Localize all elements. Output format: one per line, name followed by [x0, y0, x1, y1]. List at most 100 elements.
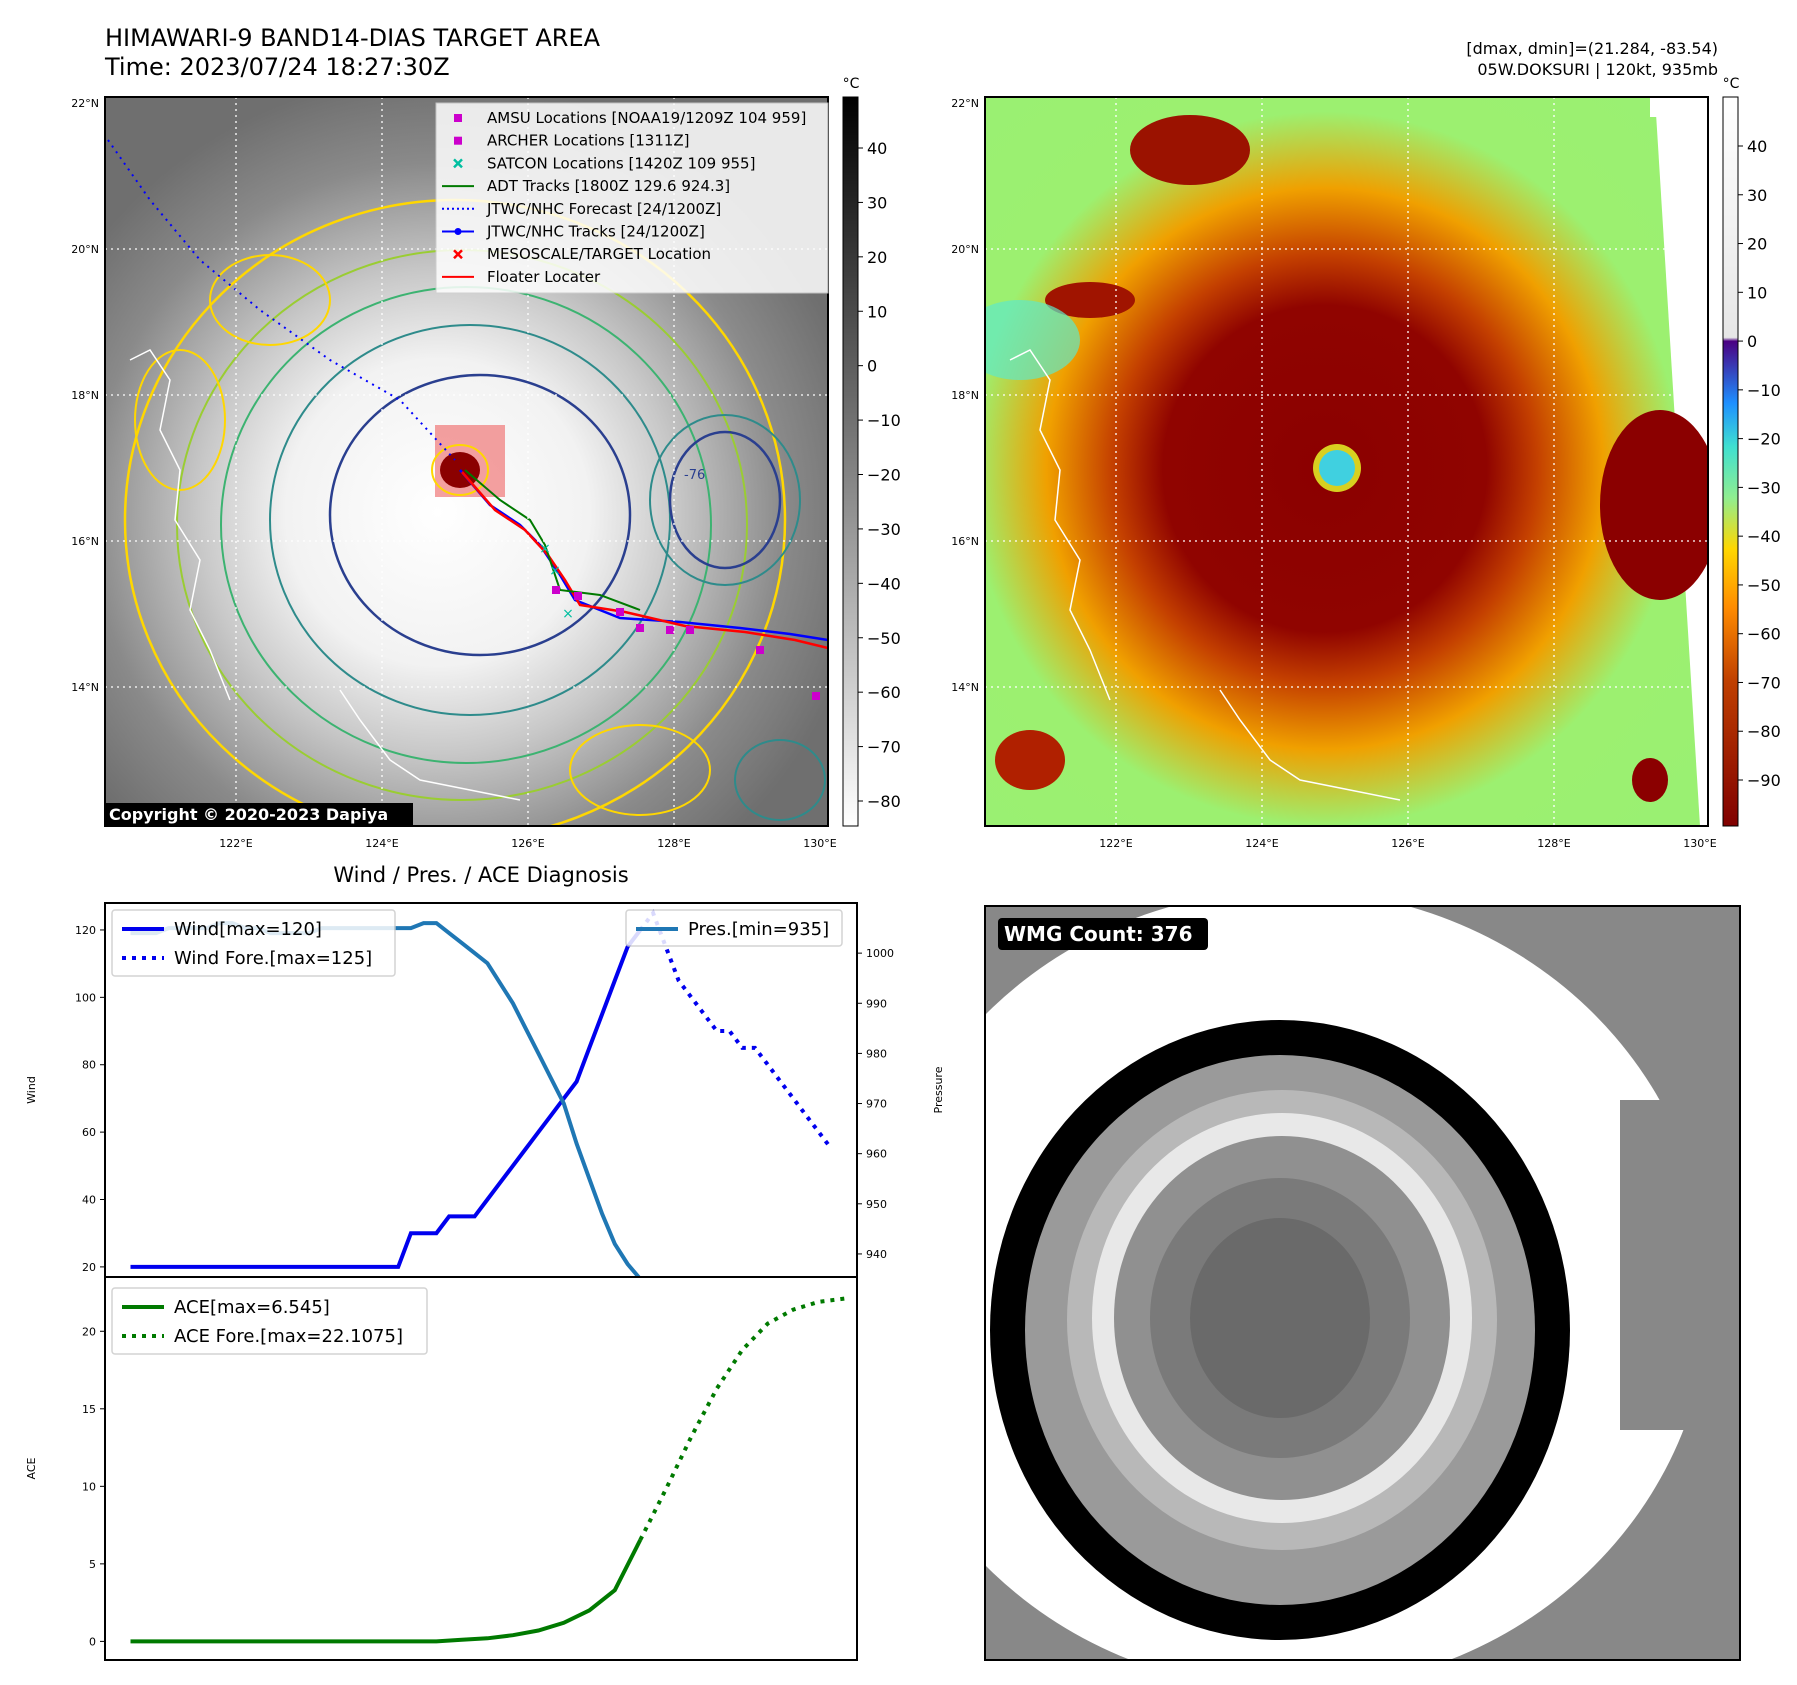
lat-tick-label: 22°N [951, 97, 979, 110]
y-right-tick-label: 960 [866, 1148, 887, 1161]
legend-entry: JTWC/NHC Tracks [24/1200Z] [486, 223, 705, 241]
storm-label: 05W.DOKSURI | 120kt, 935mb [1477, 60, 1718, 79]
lon-tick-label: 122°E [1099, 837, 1132, 850]
diagnosis-title: Wind / Pres. / ACE Diagnosis [333, 863, 628, 887]
color-frame [984, 96, 1709, 827]
lon-tick-label: 124°E [365, 837, 398, 850]
colorbar-tick-label: 0 [1747, 332, 1757, 351]
color-features [985, 97, 1708, 826]
chart-legend-entry: Pres.[min=935] [688, 919, 829, 940]
colorbar-tick-label: 10 [867, 302, 887, 321]
colorbar-tick-label: −90 [1747, 771, 1781, 790]
wmg-frame [984, 905, 1741, 1661]
colorbar-tick-label: 30 [867, 193, 887, 212]
ir-legend-box [435, 102, 829, 294]
legend-entry: Floater Locater [487, 268, 601, 286]
colorbar-tick-label: −50 [867, 629, 901, 648]
ir-markers: × × × [539, 541, 820, 700]
y-right-tick-label: 970 [866, 1098, 887, 1111]
amsu-marker [666, 626, 674, 634]
lon-tick-label: 126°E [1391, 837, 1424, 850]
colorbar-tick-label: 10 [1747, 283, 1767, 302]
copyright-box [105, 803, 413, 826]
lon-tick-label: 124°E [1245, 837, 1278, 850]
colorbar-tick-label: −70 [1747, 673, 1781, 692]
y-tick-label: 40 [82, 1194, 96, 1207]
legend-entry: AMSU Locations [NOAA19/1209Z 104 959] [487, 109, 806, 127]
dminmax-label: [dmax, dmin]=(21.284, -83.54) [1466, 39, 1718, 58]
color-colorbar-unit: °C [1723, 76, 1740, 92]
wind-pressure-chart: 20 40 60 80 100 120 940 950 960 970 980 990 1000 Wind… [25, 902, 945, 1281]
y-right-tick-label: 940 [866, 1248, 887, 1261]
y-right-tick-label: 990 [866, 997, 887, 1010]
lon-tick-label: 128°E [1537, 837, 1570, 850]
color-colorbar [1722, 96, 1739, 827]
color-lat-ticks: 22°N 20°N 18°N 16°N 14°N [951, 97, 979, 694]
satcon-marker: × [539, 541, 551, 557]
colorbar-tick-label: −30 [1747, 478, 1781, 497]
colorbar-tick-label: 20 [1747, 235, 1767, 254]
chart-legend-entry: ACE Fore.[max=22.1075] [174, 1326, 403, 1347]
chart-legend-box [111, 909, 396, 977]
amsu-marker [616, 608, 624, 616]
y-axis-label: Wind [25, 1076, 38, 1104]
chart-legend-entry: Wind[max=120] [174, 919, 322, 940]
y-tick-label: 20 [82, 1261, 96, 1274]
ir-lon-ticks: 122°E 124°E 126°E 128°E 130°E [219, 837, 836, 850]
chart-legend-box [111, 1287, 428, 1355]
lat-tick-label: 20°N [951, 243, 979, 256]
y-right-tick-label: 1000 [866, 947, 894, 960]
y-tick-label: 10 [82, 1480, 96, 1493]
colorbar-tick-label: −50 [1747, 576, 1781, 595]
ir-colorbar [842, 96, 859, 827]
colorbar-tick-label: 30 [1747, 186, 1767, 205]
lat-tick-label: 16°N [951, 535, 979, 548]
y-tick-label: 120 [75, 924, 96, 937]
colorbar-tick-label: 0 [867, 357, 877, 376]
wmg-count-box [998, 918, 1208, 950]
y-right-tick-label: 980 [866, 1047, 887, 1060]
amsu-marker [552, 586, 560, 594]
colorbar-tick-label: −70 [867, 738, 901, 757]
chart-legend-box [625, 909, 843, 947]
series-line [130, 1538, 643, 1644]
y-tick-label: 5 [89, 1558, 96, 1571]
colorbar-tick-label: −60 [1747, 625, 1781, 644]
lon-tick-label: 128°E [657, 837, 690, 850]
lon-tick-label: 130°E [803, 837, 836, 850]
lon-tick-label: 130°E [1683, 837, 1716, 850]
y-tick-label: 100 [75, 991, 96, 1004]
legend-entry: ARCHER Locations [1311Z] [487, 132, 690, 150]
color-colorbar-ticks: 40 30 20 10 0 −10 −20 −30 −40 −50 −60 −70 −80 −90 [1738, 137, 1781, 790]
ir-lat-ticks: 22°N 20°N 18°N 16°N 14°N [71, 97, 99, 694]
colorbar-tick-label: −30 [867, 520, 901, 539]
amsu-marker [686, 626, 694, 634]
wmg-panel: WMG Count: 376 [984, 905, 1741, 1661]
lat-tick-label: 14°N [71, 681, 99, 694]
colorbar-tick-label: 40 [1747, 137, 1767, 156]
satcon-marker: × [549, 563, 561, 579]
amsu-marker [756, 646, 764, 654]
colorbar-tick-label: −80 [867, 792, 901, 811]
color-gridlines [985, 97, 1708, 826]
ir-legend: AMSU Locations [NOAA19/1209Z 104 959] ARC… [442, 109, 806, 286]
y-tick-label: 15 [82, 1403, 96, 1416]
y-tick-label: 0 [89, 1635, 96, 1648]
y-right-tick-label: 950 [866, 1198, 887, 1211]
ir-colorbar-ticks: 40 30 20 10 0 −10 −20 −30 −40 −50 −60 −70 −80 [858, 139, 901, 811]
lat-tick-label: 18°N [71, 389, 99, 402]
y-tick-label: 20 [82, 1325, 96, 1338]
ir-contours: -76 [107, 139, 828, 826]
amsu-marker [574, 592, 582, 600]
y-tick-label: 60 [82, 1126, 96, 1139]
chart-legend-entry: ACE[max=6.545] [174, 1297, 330, 1318]
copyright-text: Copyright © 2020-2023 Dapiya [109, 805, 388, 824]
colorbar-tick-label: 40 [867, 139, 887, 158]
lon-tick-label: 126°E [511, 837, 544, 850]
color-panel: 22°N 20°N 18°N 16°N 14°N 122°E 124°E 126°E 128°… [951, 76, 1781, 850]
colorbar-tick-label: −20 [867, 466, 901, 485]
wmg-rings [985, 906, 1740, 1660]
legend-entry: MESOSCALE/TARGET Location [487, 245, 711, 263]
ir-colorbar-unit: °C [843, 76, 860, 92]
